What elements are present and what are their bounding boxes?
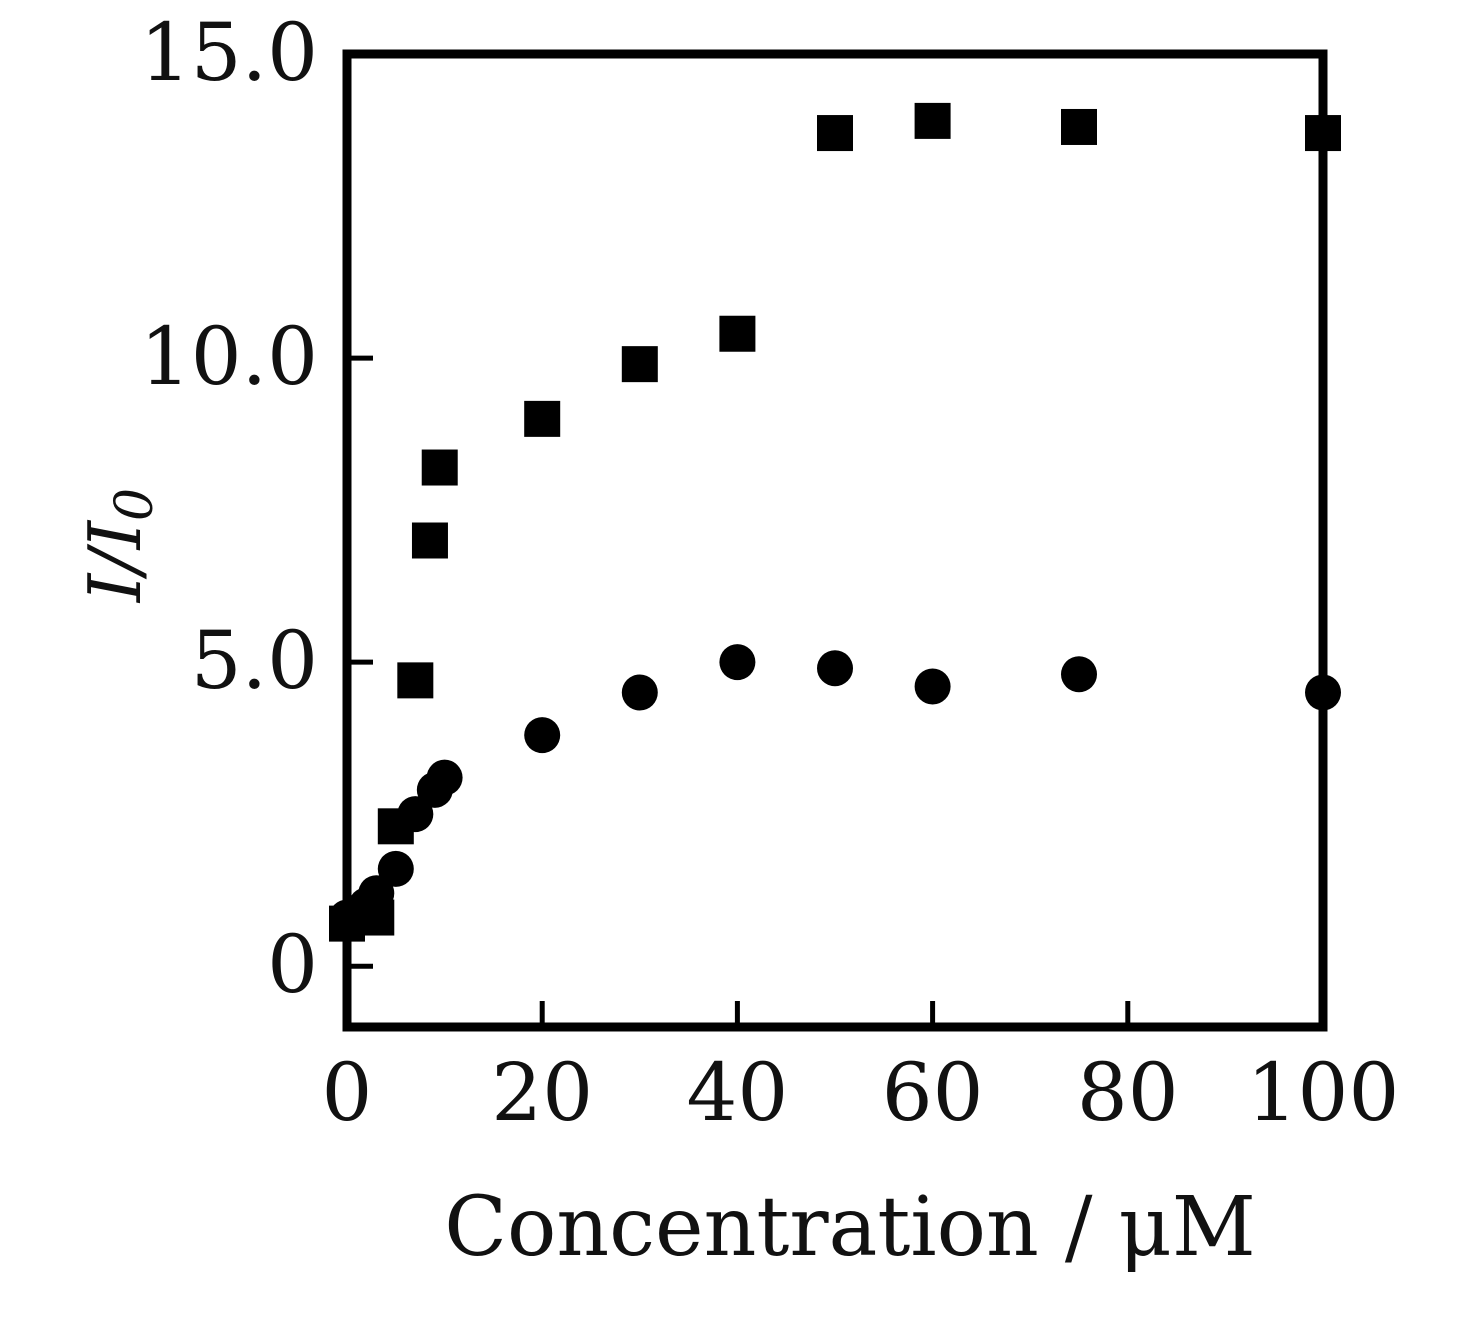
y-axis-title: I/I0 — [73, 488, 165, 604]
y-tick-label: 5.0 — [191, 614, 318, 707]
square-marker — [421, 449, 458, 486]
circle-marker — [817, 650, 853, 687]
circle-marker — [621, 674, 658, 711]
square-marker — [817, 115, 853, 152]
square-marker — [719, 315, 756, 352]
square-marker — [411, 522, 448, 559]
y-axis-title-main: I/I — [73, 519, 157, 604]
y-tick-label: 0 — [267, 918, 318, 1011]
square-marker — [524, 400, 561, 437]
square-marker — [397, 662, 434, 699]
y-tick-label: 10.0 — [140, 310, 318, 403]
square-marker — [914, 102, 951, 139]
circle-marker — [719, 644, 756, 681]
circle-marker — [914, 668, 951, 705]
x-tick-label: 40 — [687, 1046, 789, 1139]
circle-marker — [1061, 656, 1097, 693]
square-marker — [621, 346, 658, 383]
y-tick-label: 15.0 — [140, 6, 318, 99]
circle-marker — [397, 796, 434, 833]
y-axis-title-sub: 0 — [105, 488, 165, 521]
circle-marker — [426, 759, 463, 796]
x-axis-title: Concentration / μM — [444, 1180, 1256, 1275]
plot-frame — [342, 49, 1328, 1032]
circle-marker — [377, 850, 414, 887]
circle-marker — [358, 875, 395, 912]
x-tick-label: 100 — [1247, 1046, 1400, 1139]
circle-marker — [1305, 674, 1341, 711]
square-marker — [1305, 115, 1341, 152]
circle-marker — [524, 717, 561, 754]
data-markers — [329, 102, 1341, 942]
x-tick-label: 60 — [882, 1046, 984, 1139]
x-tick-label: 80 — [1077, 1046, 1179, 1139]
square-marker — [1061, 108, 1097, 145]
axis-tick-labels: 0 20 40 60 80 100 0 5.0 10.0 15.0 — [140, 6, 1399, 1139]
x-tick-label: 0 — [322, 1046, 373, 1139]
axis-ticks — [344, 51, 1326, 1027]
x-tick-label: 20 — [491, 1046, 593, 1139]
